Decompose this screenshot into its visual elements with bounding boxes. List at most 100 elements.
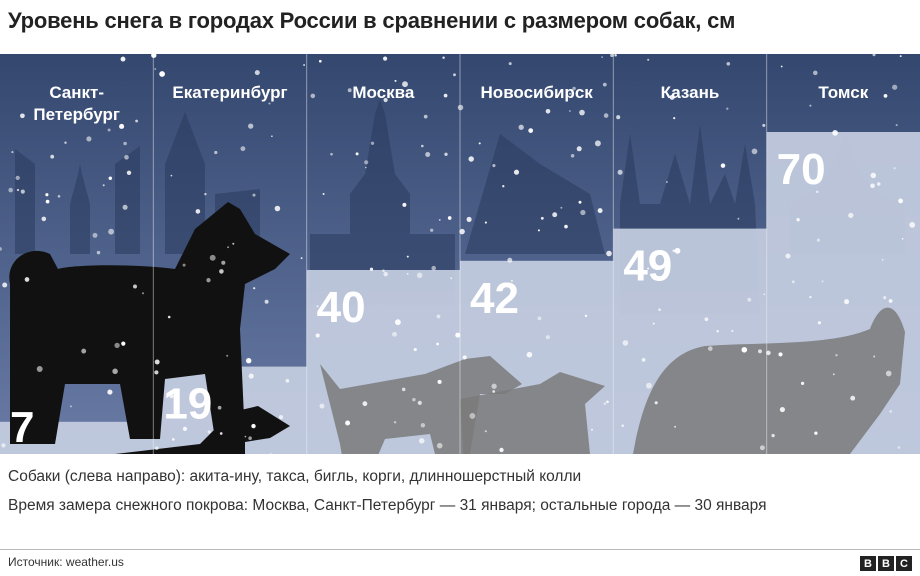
snowflake bbox=[606, 250, 612, 257]
snowflake bbox=[737, 217, 740, 220]
snowflake bbox=[171, 438, 175, 441]
snowflake bbox=[872, 54, 876, 57]
snowflake bbox=[81, 348, 87, 354]
snowflake bbox=[36, 366, 43, 372]
snowflake bbox=[617, 169, 623, 175]
snowflake bbox=[41, 216, 47, 222]
snowflake bbox=[832, 130, 838, 136]
snowflake bbox=[892, 84, 898, 90]
snowflake bbox=[545, 335, 550, 340]
snowflake bbox=[576, 146, 582, 152]
snowflake bbox=[870, 172, 877, 179]
snowflake bbox=[763, 293, 766, 296]
snowflake bbox=[169, 394, 174, 399]
snowflake bbox=[462, 355, 467, 360]
snowflake bbox=[895, 124, 898, 127]
snowflake bbox=[832, 373, 835, 376]
snowflake bbox=[221, 260, 226, 265]
snowflake bbox=[270, 452, 272, 454]
snowflake bbox=[669, 94, 675, 100]
snowflake bbox=[393, 421, 397, 424]
snowflake bbox=[579, 109, 585, 116]
city-label: Москва bbox=[352, 83, 415, 102]
logo-letter: C bbox=[896, 556, 912, 571]
snowflake bbox=[355, 152, 359, 156]
logo-letter: B bbox=[878, 556, 894, 571]
snowflake bbox=[248, 436, 252, 440]
snowflake bbox=[436, 342, 439, 346]
snowflake bbox=[364, 160, 369, 165]
snowflake bbox=[654, 401, 658, 405]
snowflake bbox=[468, 156, 474, 162]
snowflake bbox=[64, 141, 67, 144]
snowflake bbox=[124, 154, 129, 160]
snowflake bbox=[135, 119, 139, 123]
snowflake bbox=[251, 423, 256, 429]
snowflake bbox=[647, 267, 650, 270]
snowflake bbox=[217, 405, 222, 410]
measurement-caption: Время замера снежного покрова: Москва, С… bbox=[8, 497, 767, 514]
snowflake bbox=[252, 193, 256, 197]
snowflake bbox=[70, 405, 72, 408]
snow-value-label: 7 bbox=[10, 403, 34, 452]
snowflake bbox=[430, 228, 434, 232]
snowflake bbox=[780, 65, 783, 68]
snowflake bbox=[800, 381, 805, 386]
snowflake bbox=[814, 431, 818, 435]
snowflake bbox=[108, 176, 113, 181]
snowflake bbox=[20, 113, 25, 119]
snowflake bbox=[707, 346, 713, 351]
snowflake bbox=[108, 228, 114, 235]
snowflake bbox=[450, 277, 453, 280]
snowflake bbox=[133, 284, 137, 289]
snowflake bbox=[888, 299, 893, 303]
snowflake bbox=[0, 247, 2, 251]
snowflake bbox=[444, 152, 448, 156]
snowflake bbox=[652, 322, 655, 325]
snowflake bbox=[484, 430, 487, 433]
snowflake bbox=[499, 447, 504, 453]
snowflake bbox=[603, 113, 609, 118]
snowflake bbox=[658, 308, 661, 312]
snowflake bbox=[578, 200, 582, 204]
snow-chart: Санкт- Петербург 7 Екатеринбург 19 Москва 40 Но… bbox=[0, 54, 920, 454]
snowflake bbox=[602, 82, 607, 87]
snowflake bbox=[420, 423, 426, 428]
snowflake bbox=[850, 395, 856, 401]
snowflake bbox=[219, 269, 224, 274]
snowflake bbox=[601, 56, 603, 58]
snowflake bbox=[68, 96, 72, 99]
snowflake bbox=[394, 319, 401, 326]
snowflake bbox=[508, 62, 512, 66]
city-label: Казань bbox=[661, 83, 720, 102]
snowflake bbox=[219, 432, 223, 435]
snowflake bbox=[759, 445, 765, 451]
snowflake bbox=[447, 216, 452, 220]
snowflake bbox=[240, 146, 246, 152]
snowflake bbox=[726, 61, 731, 66]
snowflake bbox=[821, 280, 824, 283]
bbc-logo: B B C bbox=[860, 556, 912, 571]
snowflake bbox=[817, 321, 821, 325]
snowflake bbox=[126, 170, 132, 176]
snowflake bbox=[438, 219, 441, 221]
snow-value-label: 49 bbox=[623, 242, 672, 291]
snowflake bbox=[716, 329, 719, 333]
snowflake bbox=[436, 442, 443, 449]
snowflake bbox=[883, 296, 887, 300]
snowflake bbox=[442, 56, 445, 59]
snowflake bbox=[731, 329, 734, 333]
snowflake bbox=[362, 401, 368, 407]
city-landmark-silhouette bbox=[15, 149, 35, 254]
snowflake bbox=[813, 70, 818, 76]
snowflake bbox=[120, 56, 126, 62]
snowflake bbox=[154, 370, 159, 375]
snowflake bbox=[848, 212, 854, 219]
snowflake bbox=[564, 224, 568, 229]
snowflake bbox=[569, 92, 571, 95]
snowflake bbox=[610, 54, 614, 58]
snowflake bbox=[560, 206, 563, 209]
snowflake bbox=[248, 123, 254, 129]
dogs-caption: Собаки (слева направо): акита-ину, такса… bbox=[8, 468, 582, 485]
snowflake bbox=[569, 110, 571, 112]
